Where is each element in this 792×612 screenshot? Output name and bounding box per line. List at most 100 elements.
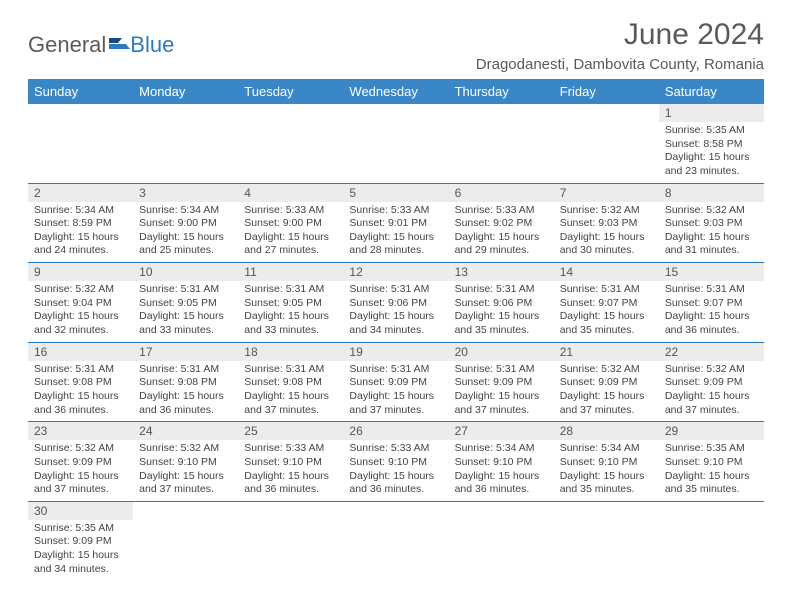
calendar-table: SundayMondayTuesdayWednesdayThursdayFrid… xyxy=(28,79,764,580)
day-header: Friday xyxy=(554,79,659,104)
sunrise-text: Sunrise: 5:35 AM xyxy=(665,442,758,456)
sunset-text: Sunset: 9:06 PM xyxy=(455,297,548,311)
calendar-week-row: 23Sunrise: 5:32 AMSunset: 9:09 PMDayligh… xyxy=(28,422,764,502)
day-number: 21 xyxy=(554,343,659,361)
calendar-day-cell: 15Sunrise: 5:31 AMSunset: 9:07 PMDayligh… xyxy=(659,263,764,343)
logo-word-2: Blue xyxy=(130,32,174,58)
calendar-day-cell xyxy=(238,104,343,183)
day-header: Thursday xyxy=(449,79,554,104)
day-number: 7 xyxy=(554,184,659,202)
daylight-text: Daylight: 15 hours and 31 minutes. xyxy=(665,231,758,258)
day-number: 6 xyxy=(449,184,554,202)
day-info: Sunrise: 5:31 AMSunset: 9:09 PMDaylight:… xyxy=(343,361,448,422)
sunset-text: Sunset: 9:01 PM xyxy=(349,217,442,231)
day-header: Monday xyxy=(133,79,238,104)
daylight-text: Daylight: 15 hours and 33 minutes. xyxy=(139,310,232,337)
day-number: 18 xyxy=(238,343,343,361)
daylight-text: Daylight: 15 hours and 36 minutes. xyxy=(665,310,758,337)
calendar-day-cell: 1Sunrise: 5:35 AMSunset: 8:58 PMDaylight… xyxy=(659,104,764,183)
calendar-day-cell: 23Sunrise: 5:32 AMSunset: 9:09 PMDayligh… xyxy=(28,422,133,502)
calendar-day-cell: 19Sunrise: 5:31 AMSunset: 9:09 PMDayligh… xyxy=(343,342,448,422)
day-number: 9 xyxy=(28,263,133,281)
day-info: Sunrise: 5:33 AMSunset: 9:10 PMDaylight:… xyxy=(238,440,343,501)
daylight-text: Daylight: 15 hours and 37 minutes. xyxy=(455,390,548,417)
daylight-text: Daylight: 15 hours and 37 minutes. xyxy=(665,390,758,417)
sunset-text: Sunset: 9:10 PM xyxy=(455,456,548,470)
daylight-text: Daylight: 15 hours and 36 minutes. xyxy=(244,470,337,497)
calendar-day-cell: 6Sunrise: 5:33 AMSunset: 9:02 PMDaylight… xyxy=(449,183,554,263)
calendar-day-cell: 27Sunrise: 5:34 AMSunset: 9:10 PMDayligh… xyxy=(449,422,554,502)
location-subtitle: Dragodanesti, Dambovita County, Romania xyxy=(476,56,764,73)
sunset-text: Sunset: 9:05 PM xyxy=(139,297,232,311)
calendar-day-cell: 13Sunrise: 5:31 AMSunset: 9:06 PMDayligh… xyxy=(449,263,554,343)
calendar-day-cell: 11Sunrise: 5:31 AMSunset: 9:05 PMDayligh… xyxy=(238,263,343,343)
calendar-day-cell: 14Sunrise: 5:31 AMSunset: 9:07 PMDayligh… xyxy=(554,263,659,343)
sunrise-text: Sunrise: 5:33 AM xyxy=(455,204,548,218)
day-number: 3 xyxy=(133,184,238,202)
day-info: Sunrise: 5:33 AMSunset: 9:02 PMDaylight:… xyxy=(449,202,554,263)
sunset-text: Sunset: 9:07 PM xyxy=(560,297,653,311)
calendar-day-cell xyxy=(28,104,133,183)
sunrise-text: Sunrise: 5:33 AM xyxy=(349,442,442,456)
daylight-text: Daylight: 15 hours and 37 minutes. xyxy=(34,470,127,497)
day-number: 19 xyxy=(343,343,448,361)
page-header: General Blue June 2024 Dragodanesti, Dam… xyxy=(28,18,764,73)
daylight-text: Daylight: 15 hours and 32 minutes. xyxy=(34,310,127,337)
daylight-text: Daylight: 15 hours and 24 minutes. xyxy=(34,231,127,258)
sunset-text: Sunset: 9:00 PM xyxy=(244,217,337,231)
day-info: Sunrise: 5:32 AMSunset: 9:03 PMDaylight:… xyxy=(554,202,659,263)
day-number: 25 xyxy=(238,422,343,440)
calendar-day-cell xyxy=(343,501,448,580)
logo-word-1: General xyxy=(28,32,106,58)
sunset-text: Sunset: 9:09 PM xyxy=(455,376,548,390)
daylight-text: Daylight: 15 hours and 23 minutes. xyxy=(665,151,758,178)
day-info: Sunrise: 5:35 AMSunset: 9:09 PMDaylight:… xyxy=(28,520,133,581)
day-number: 4 xyxy=(238,184,343,202)
sunrise-text: Sunrise: 5:31 AM xyxy=(349,363,442,377)
calendar-day-cell: 22Sunrise: 5:32 AMSunset: 9:09 PMDayligh… xyxy=(659,342,764,422)
calendar-day-cell: 28Sunrise: 5:34 AMSunset: 9:10 PMDayligh… xyxy=(554,422,659,502)
daylight-text: Daylight: 15 hours and 30 minutes. xyxy=(560,231,653,258)
day-info: Sunrise: 5:32 AMSunset: 9:09 PMDaylight:… xyxy=(659,361,764,422)
sunset-text: Sunset: 9:05 PM xyxy=(244,297,337,311)
calendar-day-cell: 26Sunrise: 5:33 AMSunset: 9:10 PMDayligh… xyxy=(343,422,448,502)
day-number: 5 xyxy=(343,184,448,202)
day-number: 30 xyxy=(28,502,133,520)
daylight-text: Daylight: 15 hours and 35 minutes. xyxy=(560,470,653,497)
day-info: Sunrise: 5:33 AMSunset: 9:10 PMDaylight:… xyxy=(343,440,448,501)
sunrise-text: Sunrise: 5:32 AM xyxy=(34,283,127,297)
calendar-day-cell: 21Sunrise: 5:32 AMSunset: 9:09 PMDayligh… xyxy=(554,342,659,422)
daylight-text: Daylight: 15 hours and 37 minutes. xyxy=(244,390,337,417)
daylight-text: Daylight: 15 hours and 33 minutes. xyxy=(244,310,337,337)
sunset-text: Sunset: 9:08 PM xyxy=(139,376,232,390)
sunset-text: Sunset: 9:10 PM xyxy=(244,456,337,470)
day-info: Sunrise: 5:32 AMSunset: 9:09 PMDaylight:… xyxy=(28,440,133,501)
sunset-text: Sunset: 9:02 PM xyxy=(455,217,548,231)
sunset-text: Sunset: 9:10 PM xyxy=(560,456,653,470)
sunrise-text: Sunrise: 5:31 AM xyxy=(139,283,232,297)
calendar-day-cell xyxy=(133,104,238,183)
calendar-day-cell: 4Sunrise: 5:33 AMSunset: 9:00 PMDaylight… xyxy=(238,183,343,263)
daylight-text: Daylight: 15 hours and 34 minutes. xyxy=(349,310,442,337)
calendar-week-row: 1Sunrise: 5:35 AMSunset: 8:58 PMDaylight… xyxy=(28,104,764,183)
month-title: June 2024 xyxy=(476,18,764,52)
sunrise-text: Sunrise: 5:31 AM xyxy=(665,283,758,297)
calendar-header-row: SundayMondayTuesdayWednesdayThursdayFrid… xyxy=(28,79,764,104)
sunrise-text: Sunrise: 5:34 AM xyxy=(139,204,232,218)
sunrise-text: Sunrise: 5:32 AM xyxy=(665,204,758,218)
day-info: Sunrise: 5:32 AMSunset: 9:03 PMDaylight:… xyxy=(659,202,764,263)
calendar-day-cell xyxy=(449,104,554,183)
sunrise-text: Sunrise: 5:35 AM xyxy=(665,124,758,138)
day-info: Sunrise: 5:31 AMSunset: 9:07 PMDaylight:… xyxy=(554,281,659,342)
day-info: Sunrise: 5:31 AMSunset: 9:07 PMDaylight:… xyxy=(659,281,764,342)
sunset-text: Sunset: 9:10 PM xyxy=(349,456,442,470)
calendar-day-cell: 18Sunrise: 5:31 AMSunset: 9:08 PMDayligh… xyxy=(238,342,343,422)
sunset-text: Sunset: 9:08 PM xyxy=(34,376,127,390)
sunrise-text: Sunrise: 5:32 AM xyxy=(665,363,758,377)
day-number: 10 xyxy=(133,263,238,281)
day-number: 13 xyxy=(449,263,554,281)
calendar-day-cell xyxy=(554,104,659,183)
sunset-text: Sunset: 9:09 PM xyxy=(34,535,127,549)
calendar-day-cell: 17Sunrise: 5:31 AMSunset: 9:08 PMDayligh… xyxy=(133,342,238,422)
day-info: Sunrise: 5:35 AMSunset: 8:58 PMDaylight:… xyxy=(659,122,764,183)
